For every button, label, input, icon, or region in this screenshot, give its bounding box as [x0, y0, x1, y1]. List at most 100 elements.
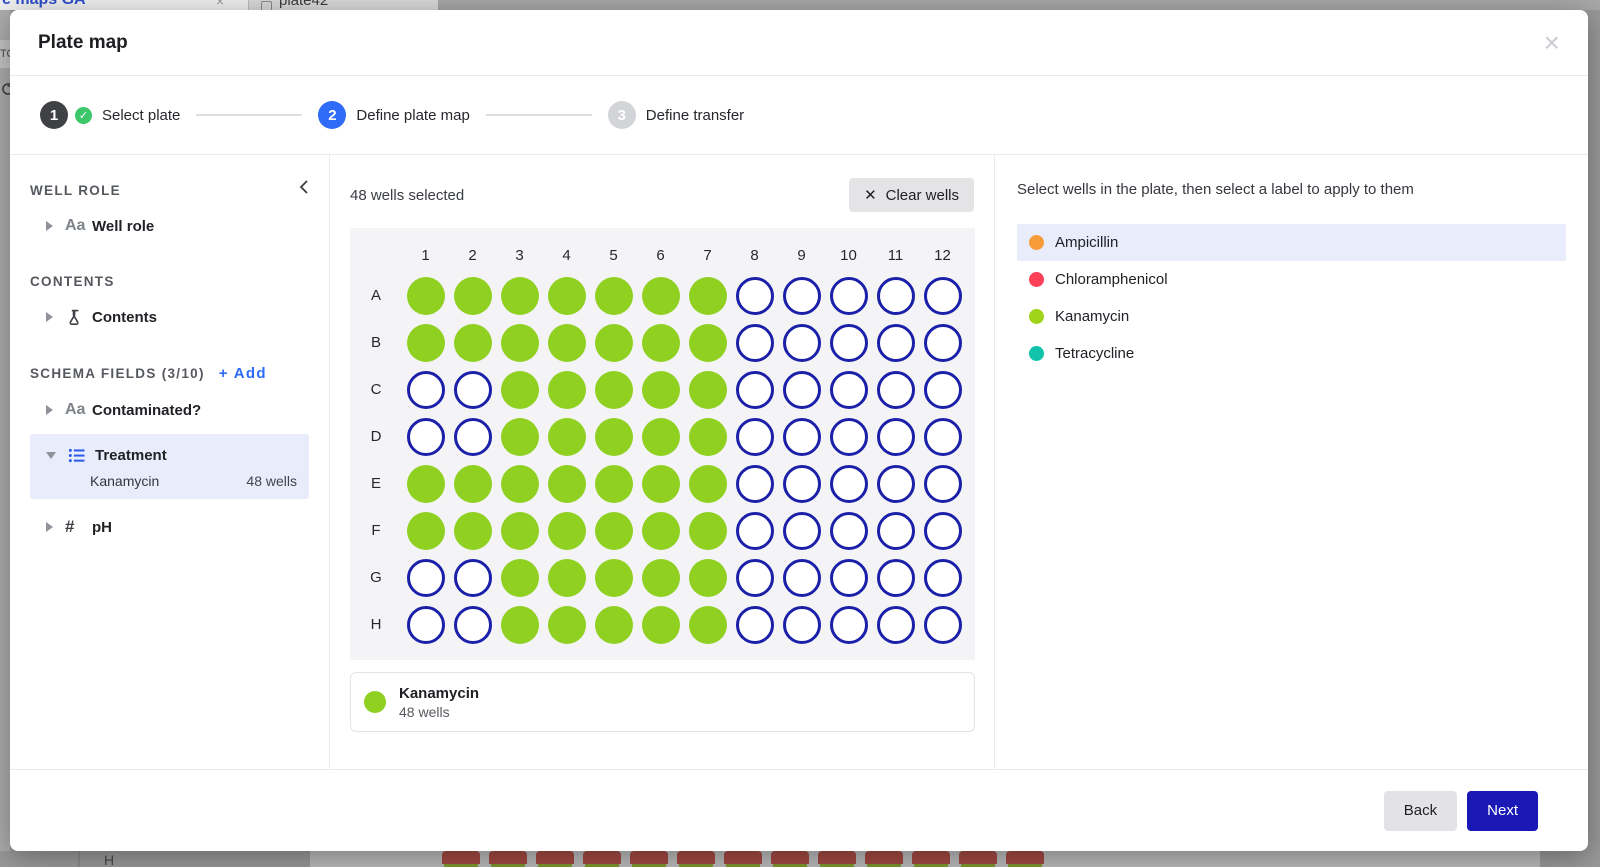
well-C6[interactable] [641, 370, 680, 409]
well-E5[interactable] [594, 464, 633, 503]
well-H11[interactable] [876, 605, 915, 644]
well-G7[interactable] [688, 558, 727, 597]
well-F2[interactable] [453, 511, 492, 550]
well-B2[interactable] [453, 323, 492, 362]
back-button[interactable]: Back [1383, 790, 1458, 831]
well-C11[interactable] [876, 370, 915, 409]
well-A4[interactable] [547, 276, 586, 315]
well-C1[interactable] [406, 370, 445, 409]
well-B8[interactable] [735, 323, 774, 362]
column-header-8[interactable]: 8 [750, 246, 759, 264]
well-G3[interactable] [500, 558, 539, 597]
well-B9[interactable] [782, 323, 821, 362]
well-H7[interactable] [688, 605, 727, 644]
sidebar-item-well-role[interactable]: Aa Well role [46, 214, 309, 238]
well-B11[interactable] [876, 323, 915, 362]
well-A3[interactable] [500, 276, 539, 315]
well-B3[interactable] [500, 323, 539, 362]
well-H4[interactable] [547, 605, 586, 644]
well-E3[interactable] [500, 464, 539, 503]
well-C4[interactable] [547, 370, 586, 409]
next-button[interactable]: Next [1467, 790, 1538, 831]
column-header-1[interactable]: 1 [421, 246, 430, 264]
step-define-plate-map[interactable]: 2 Define plate map [318, 101, 470, 129]
well-B6[interactable] [641, 323, 680, 362]
well-A12[interactable] [923, 276, 962, 315]
well-F8[interactable] [735, 511, 774, 550]
column-header-6[interactable]: 6 [656, 246, 665, 264]
well-G8[interactable] [735, 558, 774, 597]
well-D2[interactable] [453, 417, 492, 456]
well-G11[interactable] [876, 558, 915, 597]
well-E4[interactable] [547, 464, 586, 503]
sidebar-item-treatment[interactable]: Treatment Kanamycin 48 wells [30, 434, 309, 499]
well-C10[interactable] [829, 370, 868, 409]
well-D10[interactable] [829, 417, 868, 456]
well-G5[interactable] [594, 558, 633, 597]
well-C5[interactable] [594, 370, 633, 409]
sidebar-item-contaminated[interactable]: Aa Contaminated? [46, 398, 309, 422]
well-D7[interactable] [688, 417, 727, 456]
well-A11[interactable] [876, 276, 915, 315]
well-H10[interactable] [829, 605, 868, 644]
well-G1[interactable] [406, 558, 445, 597]
well-D6[interactable] [641, 417, 680, 456]
well-G6[interactable] [641, 558, 680, 597]
well-A10[interactable] [829, 276, 868, 315]
well-H2[interactable] [453, 605, 492, 644]
column-header-7[interactable]: 7 [703, 246, 712, 264]
well-D12[interactable] [923, 417, 962, 456]
well-C3[interactable] [500, 370, 539, 409]
well-E10[interactable] [829, 464, 868, 503]
well-E7[interactable] [688, 464, 727, 503]
well-B10[interactable] [829, 323, 868, 362]
well-A2[interactable] [453, 276, 492, 315]
well-H12[interactable] [923, 605, 962, 644]
well-H6[interactable] [641, 605, 680, 644]
well-F10[interactable] [829, 511, 868, 550]
label-option-kanamycin[interactable]: Kanamycin [1017, 298, 1566, 335]
well-F12[interactable] [923, 511, 962, 550]
column-header-12[interactable]: 12 [934, 246, 951, 264]
add-field-button[interactable]: + Add [218, 365, 267, 382]
column-header-5[interactable]: 5 [609, 246, 618, 264]
well-B4[interactable] [547, 323, 586, 362]
well-F4[interactable] [547, 511, 586, 550]
well-F11[interactable] [876, 511, 915, 550]
row-header-D[interactable]: D [370, 428, 382, 445]
well-H5[interactable] [594, 605, 633, 644]
close-icon[interactable]: × [1543, 26, 1560, 58]
well-E11[interactable] [876, 464, 915, 503]
row-header-C[interactable]: C [370, 381, 382, 398]
well-F9[interactable] [782, 511, 821, 550]
row-header-H[interactable]: H [370, 616, 382, 633]
well-A7[interactable] [688, 276, 727, 315]
well-C7[interactable] [688, 370, 727, 409]
step-define-transfer[interactable]: 3 Define transfer [607, 101, 744, 129]
well-G2[interactable] [453, 558, 492, 597]
label-option-tetracycline[interactable]: Tetracycline [1017, 335, 1566, 372]
well-E1[interactable] [406, 464, 445, 503]
well-B12[interactable] [923, 323, 962, 362]
sidebar-item-contents[interactable]: Contents [46, 305, 309, 329]
well-C2[interactable] [453, 370, 492, 409]
collapse-sidebar-icon[interactable] [297, 179, 311, 195]
well-D1[interactable] [406, 417, 445, 456]
well-D5[interactable] [594, 417, 633, 456]
well-A8[interactable] [735, 276, 774, 315]
label-option-ampicillin[interactable]: Ampicillin [1017, 224, 1566, 261]
sidebar-item-ph[interactable]: # pH [46, 515, 309, 539]
well-G4[interactable] [547, 558, 586, 597]
column-header-3[interactable]: 3 [515, 246, 524, 264]
well-D3[interactable] [500, 417, 539, 456]
well-E6[interactable] [641, 464, 680, 503]
well-G9[interactable] [782, 558, 821, 597]
well-H8[interactable] [735, 605, 774, 644]
well-H3[interactable] [500, 605, 539, 644]
well-A1[interactable] [406, 276, 445, 315]
well-B5[interactable] [594, 323, 633, 362]
well-F6[interactable] [641, 511, 680, 550]
well-A5[interactable] [594, 276, 633, 315]
well-E9[interactable] [782, 464, 821, 503]
row-header-F[interactable]: F [371, 522, 381, 539]
